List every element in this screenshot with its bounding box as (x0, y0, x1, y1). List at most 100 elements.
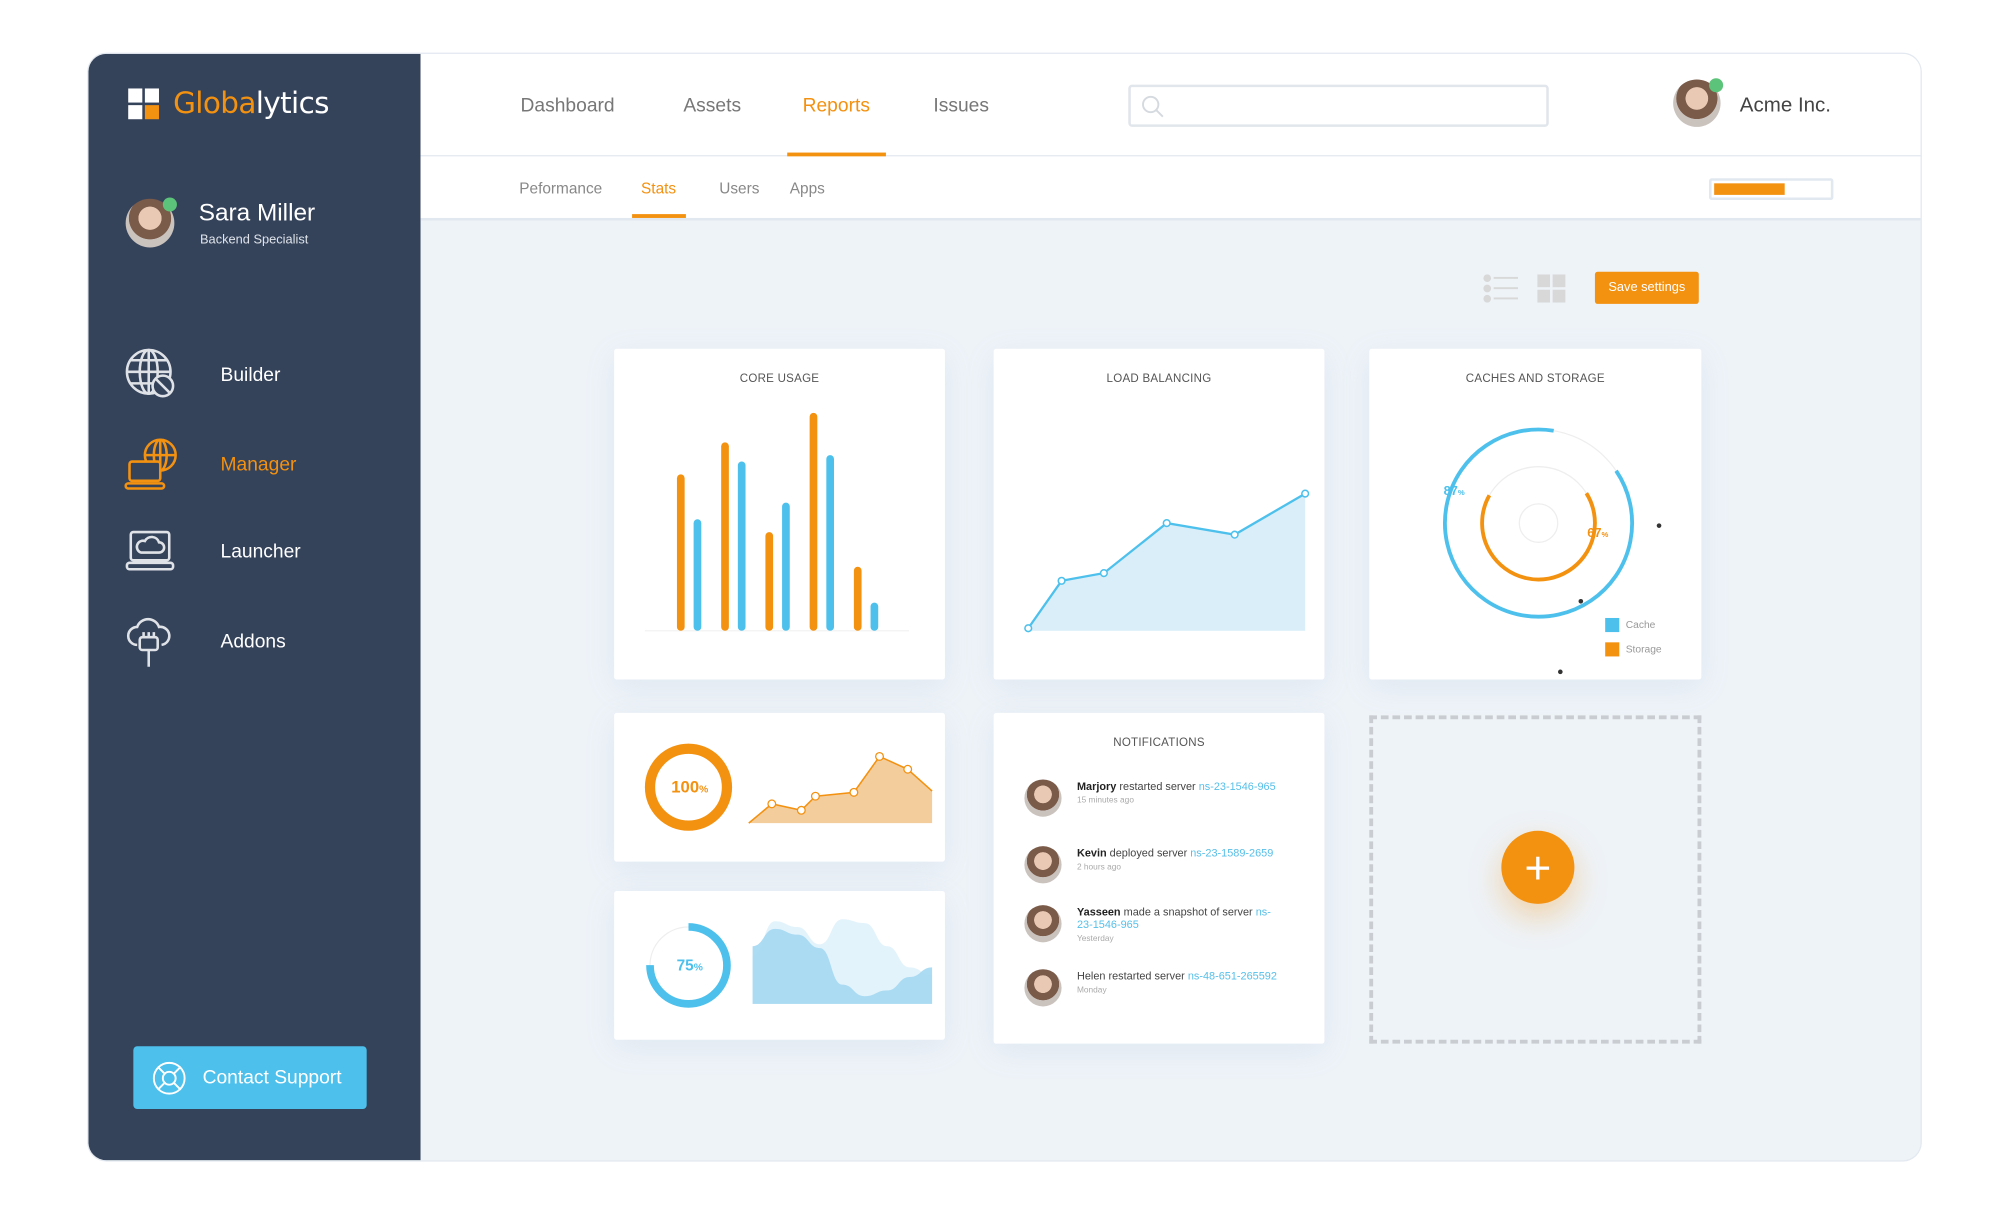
notification-user: Yasseen (1076, 905, 1121, 918)
decorative-dot (1578, 598, 1584, 604)
notification-avatar (1024, 779, 1062, 817)
tab-assets[interactable]: Assets (683, 94, 742, 117)
sidebar-item-builder[interactable]: Builder (124, 346, 393, 402)
bar (765, 532, 774, 631)
caches-storage-donut-chart (1443, 427, 1662, 675)
notification-action: deployed server (1106, 846, 1191, 860)
logo[interactable]: Globalytics (128, 87, 330, 121)
storage-percent-label: 67% (1587, 526, 1609, 542)
notification-user: Marjory (1076, 779, 1117, 793)
notification-text: Kevin deployed server ns-23-1589-2659 2 h… (1077, 846, 1282, 883)
legend-storage: Storage (1605, 642, 1662, 657)
sidebar-item-label: Builder (220, 363, 281, 386)
top-navigation: Dashboard Assets Reports Issues Acme Inc… (420, 53, 1921, 157)
bar (853, 566, 862, 631)
globe-icon (125, 348, 175, 398)
secondary-gauge-area-chart (646, 919, 933, 1008)
bar (782, 502, 790, 631)
sidebar-item-addons[interactable]: Addons (124, 613, 393, 669)
area-fill (1028, 493, 1306, 631)
notifications-card: NOTIFICATIONS Marjory restarted server n… (993, 712, 1325, 1044)
legend-cache: Cache (1605, 617, 1655, 633)
gauge-ring (646, 923, 731, 1008)
legend-swatch (1605, 617, 1620, 633)
bar (809, 412, 818, 631)
add-widget-dropzone[interactable] (1369, 715, 1702, 1044)
notification-action: made a snapshot of server (1120, 905, 1256, 918)
laptop-cloud-icon (125, 530, 175, 571)
notification-item[interactable]: Kevin deployed server ns-23-1589-2659 2 h… (1024, 846, 1282, 884)
app-window: Globalytics Sara Miller Backend Speciali… (88, 53, 1921, 1161)
sidebar-item-label: Addons (220, 630, 286, 652)
plus-icon: + (1524, 840, 1552, 893)
sidebar-item-manager[interactable]: Manager (124, 436, 393, 492)
notification-user: Kevin (1076, 846, 1107, 860)
data-point (903, 764, 913, 774)
notification-time: Monday (1076, 985, 1107, 995)
online-status-dot (1709, 78, 1724, 93)
usage-gauge-area-chart (644, 743, 933, 831)
account-avatar[interactable] (1673, 78, 1724, 127)
decorative-dot (1656, 523, 1662, 528)
notification-action: restarted server (1116, 779, 1199, 793)
user-avatar[interactable] (125, 197, 177, 248)
user-role: Backend Specialist (200, 233, 309, 248)
series-line (1027, 492, 1306, 629)
core-usage-card: CORE USAGE (614, 348, 945, 680)
gauge-ring (644, 743, 733, 831)
bar (737, 461, 746, 631)
subtab-apps[interactable]: Apps (789, 179, 825, 198)
notification-item[interactable]: Marjory restarted server ns-23-1546-965 1… (1024, 779, 1282, 817)
account-name[interactable]: Acme Inc. (1739, 94, 1832, 117)
progress-bar (1709, 178, 1834, 201)
notification-item[interactable]: Helen restarted server ns-48-651-265592 M… (1024, 969, 1282, 1007)
tab-issues[interactable]: Issues (933, 94, 989, 117)
sidebar-item-launcher[interactable]: Launcher (124, 523, 393, 579)
search-icon (1142, 95, 1164, 118)
cache-arc (1443, 427, 1635, 619)
gauge-label: 75% (676, 956, 703, 975)
card-title: LOAD BALANCING (1106, 371, 1212, 385)
subtab-users[interactable]: Users (719, 179, 760, 198)
notification-text: Helen restarted server ns-48-651-265592 M… (1077, 969, 1282, 1006)
data-point (1230, 530, 1239, 539)
notification-item[interactable]: Yasseen made a snapshot of server ns-23-… (1024, 905, 1282, 946)
data-point (1301, 489, 1310, 498)
list-view-icon[interactable] (1482, 273, 1520, 304)
gauge-label: 100% (671, 776, 709, 797)
storage-arc (1480, 464, 1597, 582)
server-link[interactable]: ns-23-1589-2659 (1190, 846, 1274, 860)
subtab-stats[interactable]: Stats (641, 179, 677, 198)
logo-mark-icon (128, 88, 159, 120)
laptop-globe-icon (124, 438, 177, 490)
subtab-peformance[interactable]: Peformance (519, 179, 603, 198)
cloud-plug-icon (126, 617, 171, 667)
server-link[interactable]: ns-48-651-265592 (1187, 969, 1277, 983)
server-link[interactable]: ns-23-1546-965 (1076, 905, 1271, 931)
search-input[interactable] (1128, 84, 1549, 127)
notification-time: Yesterday (1076, 934, 1114, 944)
add-widget-button[interactable]: + (1501, 830, 1575, 904)
card-title: CACHES AND STORAGE (1465, 371, 1605, 385)
decorative-dot (1558, 669, 1563, 675)
bar (693, 519, 702, 631)
grid-view-icon[interactable] (1537, 274, 1566, 303)
save-settings-button[interactable]: Save settings (1594, 271, 1699, 304)
core-usage-bar-chart (644, 412, 910, 632)
data-point (1024, 624, 1033, 633)
center-circle (1518, 503, 1559, 543)
contact-support-button[interactable]: Contact Support (133, 1046, 367, 1110)
active-subtab-indicator (632, 214, 686, 218)
search-field[interactable] (1169, 92, 1542, 121)
sidebar-item-label: Launcher (220, 540, 301, 563)
notification-action: restarted server (1105, 969, 1188, 983)
tab-reports[interactable]: Reports (802, 94, 870, 117)
server-link[interactable]: ns-23-1546-965 (1198, 779, 1276, 793)
contact-support-label: Contact Support (202, 1066, 342, 1089)
area-series (752, 928, 933, 1004)
tab-dashboard[interactable]: Dashboard (520, 94, 615, 117)
active-tab-indicator (787, 152, 886, 157)
bar (721, 442, 729, 631)
data-point (875, 751, 885, 761)
data-point (1057, 576, 1066, 585)
